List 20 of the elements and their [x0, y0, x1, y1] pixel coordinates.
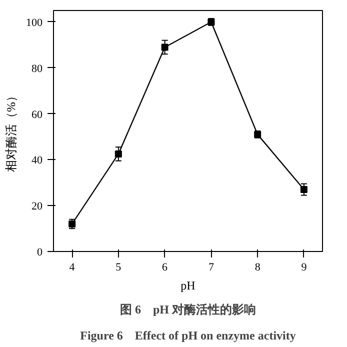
point — [161, 44, 168, 51]
y-tick-label: 20 — [32, 200, 43, 213]
y-tick-label: 0 — [37, 246, 43, 258]
caption: Figure 6 Effect of pH on enzyme activity — [80, 328, 296, 342]
point — [68, 220, 76, 228]
x-tick-label: 8 — [254, 262, 261, 274]
point — [114, 150, 122, 158]
x-axis-title: pH — [180, 278, 196, 292]
x-tick-label: 4 — [69, 262, 76, 274]
x-tick-label: 5 — [116, 262, 122, 274]
y-tick-label: 80 — [32, 62, 43, 75]
x-tick-label: 6 — [162, 262, 168, 274]
y-tick-label: 40 — [32, 154, 43, 167]
point — [300, 186, 308, 194]
y-tick-label: 100 — [26, 16, 43, 29]
x-tick-label: 7 — [208, 262, 214, 274]
y-tick-label: 60 — [32, 108, 43, 121]
x-tick-label: 9 — [301, 262, 308, 274]
y-axis-title: 相对酶活（%） — [4, 90, 18, 172]
caption: 图 6 pH 对酶活性的影响 — [120, 302, 256, 316]
